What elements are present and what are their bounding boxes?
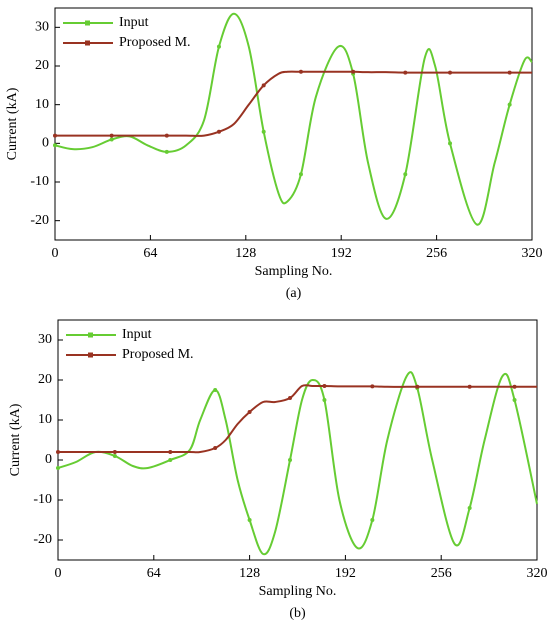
- series-marker: [213, 446, 218, 450]
- series-marker: [467, 384, 472, 389]
- series-marker: [247, 410, 252, 414]
- y-axis-label: Current (kA): [5, 87, 20, 160]
- x-axis-label: Sampling No.: [255, 264, 333, 279]
- series-marker: [507, 102, 512, 107]
- series-marker: [448, 141, 453, 146]
- series-marker: [298, 69, 303, 74]
- series-marker: [288, 396, 293, 400]
- series-marker: [164, 149, 169, 154]
- x-tick-label: 320: [522, 246, 543, 261]
- x-tick-label: 256: [426, 246, 447, 261]
- series-marker: [109, 137, 114, 142]
- x-tick-label: 64: [147, 566, 161, 581]
- series-marker: [109, 133, 114, 138]
- series-marker: [322, 398, 327, 402]
- series-line: [54, 12, 533, 226]
- plot-frame: [54, 7, 533, 241]
- series-marker: [403, 172, 408, 177]
- legend-marker: [88, 352, 93, 358]
- y-tick-label: 20: [35, 58, 49, 73]
- series-line: [57, 371, 538, 556]
- series-marker: [53, 133, 57, 138]
- series-marker: [164, 133, 169, 138]
- series-marker: [512, 398, 517, 402]
- legend-marker: [85, 40, 90, 46]
- series-marker: [507, 70, 512, 75]
- series-marker: [351, 69, 356, 74]
- legend-label: Proposed M.: [119, 35, 191, 50]
- legend-label: Input: [119, 15, 149, 30]
- series-marker: [261, 83, 266, 88]
- caption: (b): [289, 606, 306, 621]
- series-marker: [216, 44, 221, 49]
- legend-marker: [88, 332, 93, 338]
- series-marker: [56, 466, 60, 470]
- x-tick-label: 128: [239, 566, 260, 581]
- y-tick-label: 10: [38, 412, 52, 427]
- x-axis-label: Sampling No.: [259, 584, 337, 599]
- series-marker: [261, 129, 266, 134]
- series-marker: [168, 450, 173, 454]
- series-marker: [112, 454, 117, 458]
- series-marker: [288, 458, 293, 462]
- y-tick-label: 20: [38, 372, 52, 387]
- series-marker: [512, 384, 517, 389]
- series-marker: [298, 172, 303, 177]
- y-tick-label: 30: [38, 332, 52, 347]
- series-marker: [247, 518, 252, 522]
- y-tick-label: -20: [30, 213, 49, 228]
- x-tick-label: 128: [235, 246, 256, 261]
- series-marker: [467, 506, 472, 510]
- series-marker: [370, 518, 375, 522]
- series-line: [55, 70, 532, 137]
- x-tick-label: 192: [335, 566, 356, 581]
- series-line: [58, 384, 537, 454]
- series-marker: [322, 384, 327, 388]
- x-tick-label: 0: [55, 566, 62, 581]
- y-tick-label: 0: [45, 452, 52, 467]
- y-tick-label: -10: [33, 492, 52, 507]
- series-marker: [403, 70, 408, 75]
- series-marker: [370, 384, 375, 389]
- y-tick-label: -10: [30, 174, 49, 189]
- legend-label: Input: [122, 327, 152, 342]
- series-marker: [56, 450, 60, 454]
- x-tick-label: 320: [527, 566, 548, 581]
- series-marker: [112, 450, 117, 454]
- x-tick-label: 64: [143, 246, 157, 261]
- series-marker: [415, 384, 420, 389]
- series-marker: [168, 458, 173, 462]
- legend-label: Proposed M.: [122, 347, 194, 362]
- y-axis-label: Current (kA): [8, 403, 23, 476]
- y-tick-label: -20: [33, 532, 52, 547]
- y-tick-label: 0: [42, 136, 49, 151]
- y-tick-label: 10: [35, 97, 49, 112]
- series-marker: [216, 129, 221, 134]
- x-tick-label: 192: [331, 246, 352, 261]
- series-marker: [53, 143, 57, 148]
- legend-marker: [85, 20, 90, 26]
- y-tick-label: 30: [35, 20, 49, 35]
- plot-frame: [57, 319, 538, 561]
- series-marker: [213, 388, 218, 392]
- x-tick-label: 256: [431, 566, 452, 581]
- series-marker: [448, 70, 453, 75]
- caption: (a): [286, 286, 302, 301]
- x-tick-label: 0: [52, 246, 59, 261]
